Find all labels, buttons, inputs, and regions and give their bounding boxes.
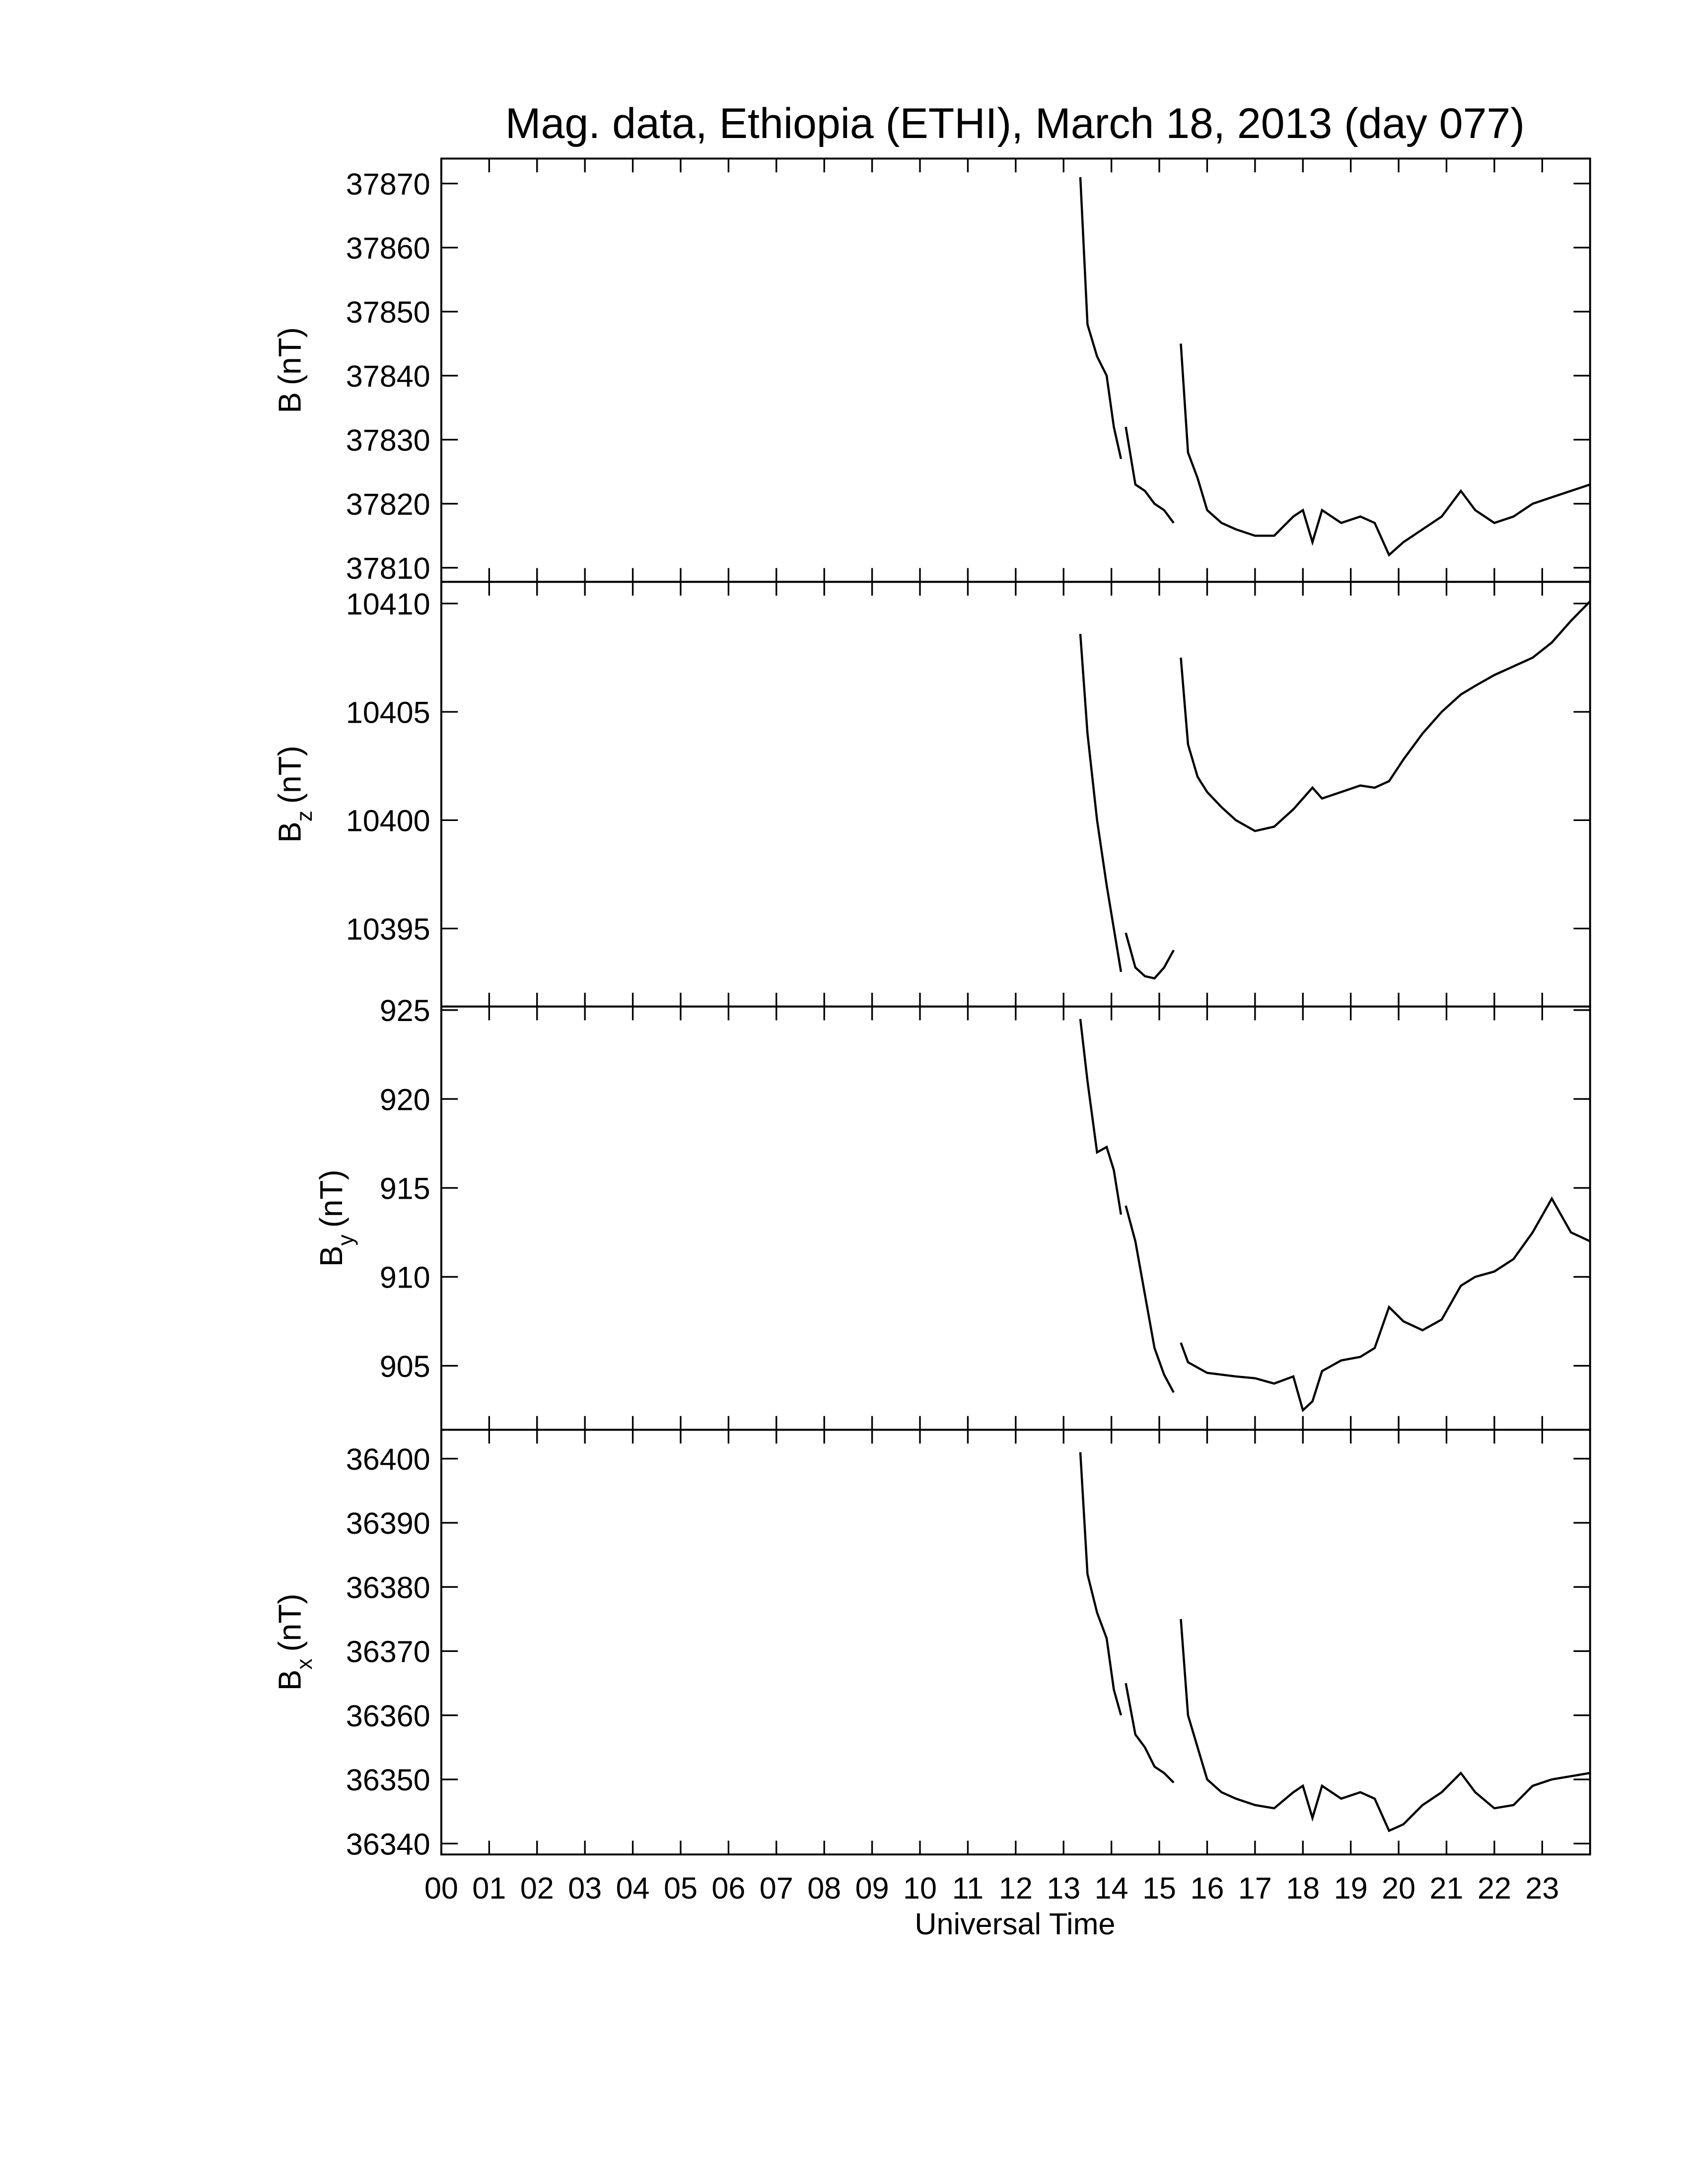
- y-tick-label: 37820: [346, 487, 430, 521]
- x-tick-label: 18: [1286, 1871, 1320, 1905]
- x-tick-label: 20: [1382, 1871, 1415, 1905]
- y-label-symbol: B: [272, 821, 308, 843]
- y-tick-label: 10410: [346, 587, 430, 621]
- x-tick-label: 15: [1142, 1871, 1176, 1905]
- y-label-unit: (nT): [313, 1169, 349, 1228]
- y-tick-label: 37810: [346, 551, 430, 585]
- x-tick-label: 03: [568, 1871, 602, 1905]
- x-tick-label: 19: [1334, 1871, 1368, 1905]
- y-label-symbol: B: [313, 1245, 349, 1267]
- x-tick-label: 06: [711, 1871, 745, 1905]
- plot-frame: [440, 581, 1591, 1008]
- x-tick-label: 07: [760, 1871, 793, 1905]
- chart-title: Mag. data, Ethiopia (ETHI), March 18, 20…: [505, 100, 1525, 147]
- y-tick-label: 37870: [346, 167, 430, 201]
- x-axis-label: Universal Time: [914, 1907, 1115, 1941]
- y-label-subscript: z: [292, 811, 317, 821]
- x-tick-label: 23: [1525, 1871, 1559, 1905]
- y-tick-label: 10395: [346, 912, 430, 946]
- y-tick-label: 37850: [346, 295, 430, 329]
- y-tick-label: 36380: [346, 1570, 430, 1604]
- x-tick-label: 00: [424, 1871, 458, 1905]
- x-tick-label: 11: [952, 1871, 984, 1905]
- plot-frame: [440, 157, 1591, 583]
- y-label-symbol: B: [272, 392, 308, 413]
- x-tick-label: 10: [903, 1871, 937, 1905]
- x-tick-label: 05: [664, 1871, 698, 1905]
- y-tick-label: 36370: [346, 1635, 430, 1669]
- x-tick-label: 22: [1477, 1871, 1511, 1905]
- data-line: [1079, 177, 1591, 557]
- y-tick-label: 37860: [346, 231, 430, 265]
- y-label-subscript: x: [292, 1658, 317, 1669]
- x-tick-label: 21: [1430, 1871, 1464, 1905]
- y-tick-label: 915: [380, 1171, 430, 1205]
- y-tick-label: 905: [380, 1350, 430, 1383]
- x-tick-label: 14: [1095, 1871, 1128, 1905]
- x-tick-label: 08: [807, 1871, 841, 1905]
- y-tick-label: 910: [380, 1261, 430, 1295]
- y-label-subscript: y: [334, 1234, 358, 1245]
- y-axis-label: Bx (nT): [272, 1593, 317, 1691]
- plot-frame: [440, 1429, 1591, 1856]
- y-axis-label: B (nT): [272, 327, 308, 413]
- x-tick-label: 01: [472, 1871, 506, 1905]
- x-tick-label: 04: [616, 1871, 650, 1905]
- y-tick-label: 36400: [346, 1442, 430, 1476]
- x-tick-label: 09: [855, 1871, 889, 1905]
- data-line: [1079, 1019, 1591, 1413]
- data-line: [1079, 600, 1591, 980]
- y-label-unit: (nT): [272, 746, 308, 804]
- y-label-symbol: B: [272, 1670, 308, 1691]
- y-tick-label: 37830: [346, 423, 430, 457]
- y-tick-label: 920: [380, 1083, 430, 1116]
- y-tick-label: 36350: [346, 1763, 430, 1797]
- y-tick-label: 36390: [346, 1506, 430, 1540]
- data-line: [1079, 1452, 1591, 1833]
- y-tick-label: 925: [380, 994, 430, 1027]
- x-tick-label: 12: [999, 1871, 1033, 1905]
- y-label-unit: (nT): [272, 327, 308, 385]
- y-axis-label: Bz (nT): [272, 746, 317, 843]
- x-tick-label: 16: [1190, 1871, 1224, 1905]
- y-axis-label: By (nT): [313, 1169, 358, 1267]
- x-tick-label: 17: [1238, 1871, 1272, 1905]
- y-label-unit: (nT): [272, 1593, 308, 1651]
- y-tick-label: 37840: [346, 359, 430, 393]
- y-tick-label: 10405: [346, 695, 430, 729]
- x-tick-label: 02: [520, 1871, 554, 1905]
- y-tick-label: 36340: [346, 1827, 430, 1861]
- y-tick-label: 36360: [346, 1699, 430, 1733]
- x-tick-label: 13: [1047, 1871, 1080, 1905]
- y-tick-label: 10400: [346, 804, 430, 838]
- plot-frame: [440, 1005, 1591, 1431]
